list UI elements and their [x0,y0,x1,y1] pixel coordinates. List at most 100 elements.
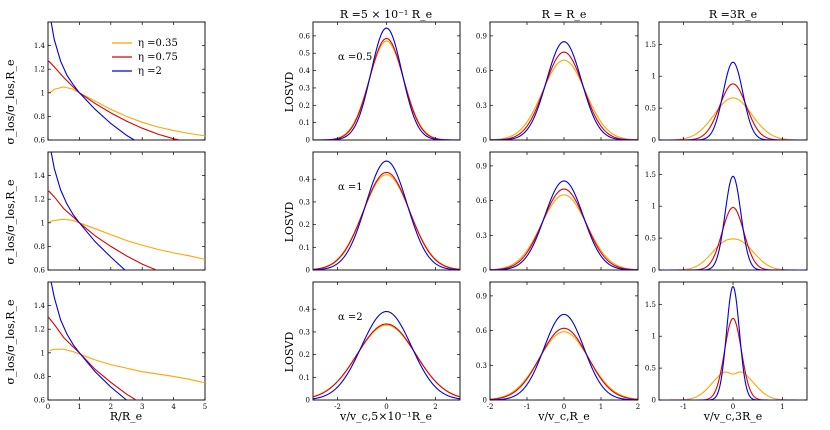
losvd-c2-r2-ytick-label: 0.5 [645,365,656,373]
sigma-row-1-ytick-label: 1.2 [34,196,45,204]
losvd-c1-r2-ytick-label: 0.3 [476,362,487,370]
losvd-c1-r1-curve [490,194,638,270]
losvd-c0-r0-ytick-label: 0.1 [299,119,310,127]
losvd-c0-r2-curve [313,323,460,398]
losvd-c0-r2-ytick-label: 0 [306,397,310,405]
losvd-c0-r1-curve [313,171,460,270]
losvd-c0-r0-curve [313,37,460,140]
losvd-c1-r1-curve [490,180,638,270]
losvd-c2-r0-frame [658,21,808,141]
legend: η =0.35 η =0.75 η =2 [112,38,178,77]
losvd-c2-r0-ytick-label: 1.5 [645,41,656,49]
sigma-row-2-ytick-label: 1.4 [34,302,46,310]
losvd-c0-r2-xtick-label: -2 [334,403,341,411]
sigma-row-1-ytick-label: 0.8 [34,243,45,251]
losvd-c1-r0-curve [490,41,638,140]
sigma-row-2-xtick-label: 5 [203,403,207,411]
losvd-c0-r1-ytick-label: 0.4 [299,176,311,184]
losvd-c1-r2-frame [489,281,639,401]
losvd-c0-r2-ytick-label: 0.2 [299,351,310,359]
losvd-c2-r2-ytick-label: 1 [652,333,656,341]
losvd-c1-r0-curve [490,51,638,140]
losvd-c2-r1-frame [658,151,808,271]
legend-entry: η =0.35 [138,38,178,49]
losvd-c2-r1-curve [659,175,807,270]
losvd-c1-r2-curve [490,313,638,400]
losvd-c2-r0-ytick-label: 1 [652,73,656,81]
losvd-c1-r1-ytick-label: 0.9 [476,162,487,170]
losvd-c0-r0-ytick-label: 0.6 [299,32,311,40]
losvd-c0-r1-curve [313,160,460,270]
losvd-c1-r0-ytick-label: 0.3 [476,102,487,110]
y-label-sigma-row-0: σ_los/σ_los,R_e [4,59,17,144]
losvd-c0-r0-frame [312,21,461,141]
y-label-losvd-row-1: LOSVD [283,202,296,243]
losvd-c0-r2-ytick-label: 0.3 [299,328,310,336]
losvd-c2-r1-curve [659,238,807,270]
losvd-c0-r1-curve [313,174,460,270]
sigma-row-0-frame [47,21,206,141]
x-label-col-0: v/v_c,5×10⁻¹R_e [339,410,432,423]
losvd-c1-r2-xtick-label: 0 [562,403,566,411]
sigma-curve-row-1 [48,190,157,270]
sigma-curve-row-1 [49,218,205,260]
sigma-row-0-ytick-label: 1 [41,89,45,97]
losvd-c0-r2-xtick-label: 0 [384,403,388,411]
losvd-c1-r1-ytick-label: 0.6 [476,197,488,205]
losvd-c1-r1-ytick-label: 0.3 [476,232,487,240]
column-title-0: R =5 × 10⁻¹ R_e [340,8,432,21]
sigma-curve-row-0 [50,22,135,140]
losvd-c2-r0-curve [659,83,807,140]
losvd-c0-r1-ytick-label: 0 [306,267,310,275]
sigma-curve-row-2 [50,282,127,400]
losvd-c0-r0-ytick-label: 0.2 [299,102,310,110]
losvd-c2-r2-xtick-label: 0 [731,403,735,411]
losvd-c1-r0-curve [490,59,638,140]
losvd-c0-r2-xtick-label: 2 [433,403,437,411]
losvd-c2-r0-curve [659,61,807,140]
losvd-c0-r0-ytick-label: 0.3 [299,84,310,92]
losvd-c0-r0-ytick-label: 0.4 [299,67,311,75]
losvd-c1-r2-ytick-label: 0.9 [476,292,487,300]
column-title-1: R = R_e [542,8,587,21]
losvd-c1-r2-curve [490,331,638,400]
legend-entry: η =0.75 [138,52,178,63]
losvd-c2-r2-ytick-label: 1.5 [645,301,656,309]
alpha-label-row-1: α =1 [338,182,363,193]
alpha-label-row-2: α =2 [338,312,363,323]
losvd-c1-r2-xtick-label: 2 [636,403,640,411]
sigma-row-0-ytick-label: 0.6 [34,137,46,145]
losvd-c2-r1-ytick-label: 1.5 [645,171,656,179]
sigma-row-2-ytick-label: 0.6 [34,397,46,405]
sigma-row-2-ytick-label: 0.8 [34,373,45,381]
losvd-c1-r0-ytick-label: 0.9 [476,32,487,40]
losvd-c0-r2-ytick-label: 0.4 [299,306,311,314]
sigma-row-2-ytick-label: 1.2 [34,326,45,334]
losvd-c2-r1-ytick-label: 0.5 [645,235,656,243]
losvd-c2-r0-ytick-label: 0 [652,137,656,145]
sigma-row-2-xtick-label: 4 [171,403,176,411]
sigma-row-1-ytick-label: 1 [41,219,45,227]
losvd-c2-r2-curve [659,285,807,400]
sigma-curve-row-0 [48,60,180,140]
losvd-c0-r0-curve [313,40,460,140]
sigma-curve-row-0 [49,86,205,137]
alpha-label-row-0: α =0.5 [338,52,372,63]
losvd-c2-r0-curve [659,97,807,140]
losvd-c2-r2-frame [658,281,808,401]
losvd-c1-r2-curve [490,327,638,400]
sigma-row-1-ytick-label: 1.4 [34,172,46,180]
losvd-c1-r2-xtick-label: -1 [524,403,531,411]
losvd-c0-r2-ytick-label: 0.1 [299,374,310,382]
losvd-c1-r0-frame [489,21,639,141]
losvd-c2-r2-curve [659,371,807,400]
x-label-col-1: v/v_c,R_e [537,410,590,423]
losvd-c1-r1-frame [489,151,639,271]
losvd-c0-r0-curve [313,27,460,140]
sigma-row-0-ytick-label: 1.2 [34,66,45,74]
sigma-row-2-xtick-label: 3 [140,403,144,411]
sigma-row-2-xtick-label: 1 [77,403,81,411]
y-label-losvd-row-2: LOSVD [283,332,296,373]
losvd-c0-r2-curve [313,310,460,400]
